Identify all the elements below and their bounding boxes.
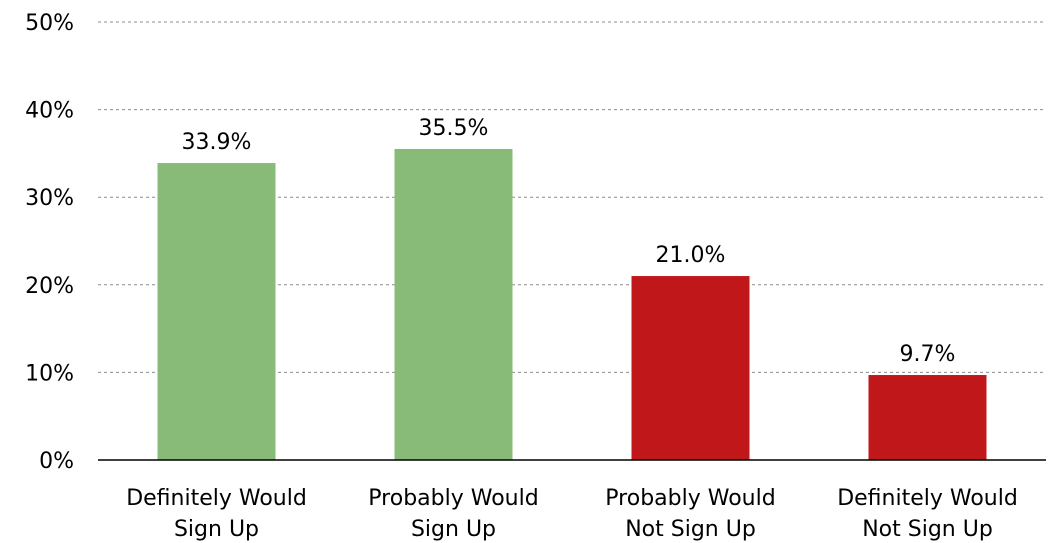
category-label-line: Probably Would bbox=[368, 486, 538, 511]
category-label-line: Not Sign Up bbox=[862, 517, 993, 542]
category-label-line: Sign Up bbox=[174, 517, 259, 542]
category-label-line: Sign Up bbox=[411, 517, 496, 542]
data-label: 33.9% bbox=[182, 130, 252, 155]
category-label: Probably Would Sign Up bbox=[368, 486, 538, 542]
bar bbox=[394, 149, 513, 460]
data-label: 35.5% bbox=[419, 116, 489, 141]
category-label-line: Definitely Would bbox=[837, 486, 1018, 511]
category-label-line: Not Sign Up bbox=[625, 517, 756, 542]
data-label: 9.7% bbox=[900, 342, 956, 367]
bar bbox=[631, 276, 750, 460]
y-tick-label: 50% bbox=[25, 11, 74, 36]
y-tick-label: 10% bbox=[25, 361, 74, 386]
data-label: 21.0% bbox=[656, 243, 726, 268]
y-axis-ticks: 0% 10% 20% 30% 40% 50% bbox=[25, 11, 74, 474]
category-label: Definitely Would Sign Up bbox=[126, 486, 307, 542]
category-label-line: Definitely Would bbox=[126, 486, 307, 511]
y-tick-label: 20% bbox=[25, 274, 74, 299]
y-tick-label: 0% bbox=[39, 449, 74, 474]
category-label: Definitely Would Not Sign Up bbox=[837, 486, 1018, 542]
bar bbox=[868, 375, 987, 460]
bars bbox=[157, 149, 987, 460]
category-label: Probably Would Not Sign Up bbox=[605, 486, 775, 542]
y-tick-label: 30% bbox=[25, 186, 74, 211]
data-labels: 33.9% 35.5% 21.0% 9.7% bbox=[182, 116, 956, 367]
category-label-line: Probably Would bbox=[605, 486, 775, 511]
category-labels: Definitely Would Sign Up Probably Would Sig… bbox=[126, 486, 1018, 542]
bar bbox=[157, 163, 276, 460]
y-tick-label: 40% bbox=[25, 99, 74, 124]
